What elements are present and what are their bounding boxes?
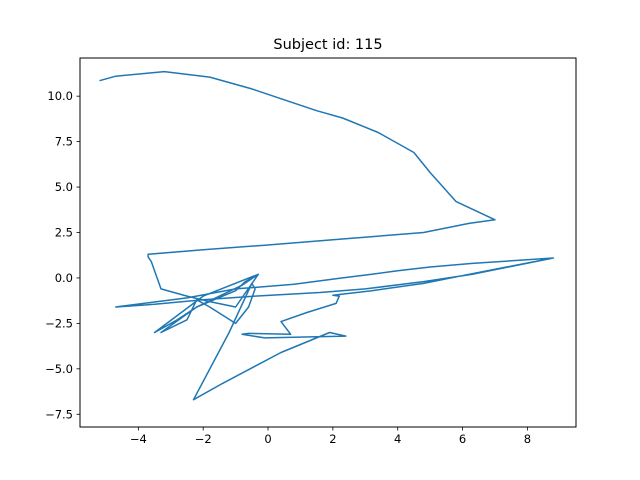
y-tick-label: 10.0	[47, 89, 73, 103]
y-tick-label: −7.5	[45, 407, 73, 421]
y-tick-label: 2.5	[55, 226, 73, 240]
x-tick-label: 2	[329, 432, 336, 446]
axes-frame	[79, 57, 577, 428]
axis-ticks: −4 −2 0 2 4 6 8 −7.5 −5.0 −2.5 0.0 2.5 5.0 7.5 10.0	[45, 89, 531, 446]
y-tick-label: 5.0	[55, 180, 73, 194]
x-tick-label: 4	[394, 432, 401, 446]
x-tick-label: 6	[459, 432, 466, 446]
y-tick-label: −5.0	[45, 362, 73, 376]
plot-area	[99, 70, 555, 401]
x-tick-label: −4	[130, 432, 147, 446]
x-tick-label: 0	[264, 432, 271, 446]
y-tick-label: 7.5	[55, 135, 73, 149]
chart-title: Subject id: 115	[273, 37, 382, 53]
series-line-0	[99, 70, 555, 401]
x-tick-label: −2	[195, 432, 212, 446]
y-tick-label: −2.5	[45, 316, 73, 330]
x-tick-label: 8	[524, 432, 531, 446]
y-tick-label: 0.0	[55, 271, 73, 285]
